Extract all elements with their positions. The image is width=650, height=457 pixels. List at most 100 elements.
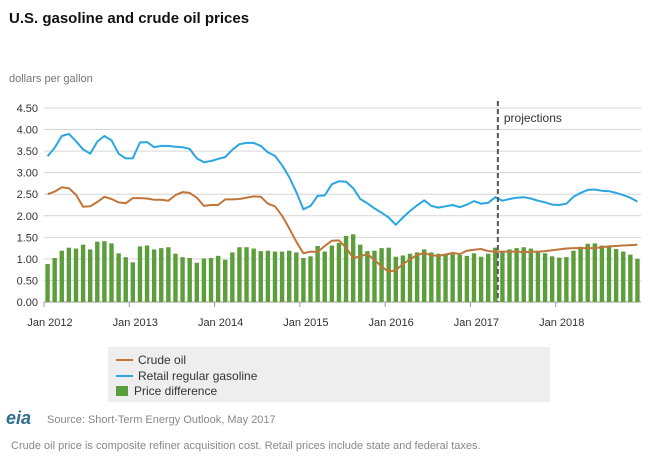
y-axis-units-label: dollars per gallon [9,73,93,85]
y-tick-label: 3.00 [17,168,38,180]
legend-item-difference: Price difference [116,384,217,398]
price-difference-bar [286,250,292,302]
price-difference-bar [358,244,363,302]
price-difference-bar [59,250,64,302]
price-difference-bar [457,255,462,302]
price-difference-bar [535,251,541,302]
price-difference-bar [450,254,455,302]
price-difference-bar [315,245,320,302]
price-difference-bar [187,258,192,302]
price-difference-bar [613,248,619,302]
price-difference-bar [343,236,349,302]
price-difference-bar [485,253,491,302]
price-difference-bar [87,249,93,302]
price-difference-bar [621,251,626,302]
price-difference-bar [95,241,100,302]
price-difference-bar [279,251,285,302]
y-tick-label: 1.50 [17,232,38,244]
y-tick-labels: 0.00 0.50 1.00 1.50 2.00 2.50 3.00 3.50 4.00 4.50 [17,103,38,309]
price-difference-bar [400,255,406,302]
price-difference-bar [500,251,505,302]
price-difference-bar [201,258,207,302]
y-tick-label: 0.50 [17,275,38,287]
price-difference-bar [73,248,79,302]
price-difference-bar [301,258,306,302]
price-difference-bar [528,248,534,302]
x-tick-label: Jan 2017 [454,317,499,329]
price-difference-bar [350,234,356,302]
legend-label-gasoline: Retail regular gasoline [138,369,258,383]
x-tick-label: Jan 2013 [113,317,158,329]
x-tick-label: Jan 2014 [198,317,243,329]
price-difference-bar [471,253,477,302]
price-difference-bar [564,257,569,302]
price-difference-bar [237,247,242,302]
price-difference-bars [45,234,640,302]
price-difference-bar [151,249,157,302]
price-difference-bar [66,247,72,302]
y-tick-label: 3.50 [17,146,38,158]
price-difference-bar [80,244,86,302]
legend-item-gasoline: Retail regular gasoline [116,369,257,383]
price-difference-bar [635,258,640,302]
price-difference-bar [322,251,327,302]
price-difference-bar [116,253,121,302]
gasoline-line [46,132,638,226]
price-difference-bar [478,256,484,302]
price-difference-bar [223,259,228,302]
x-tick-label: Jan 2018 [539,317,584,329]
y-tick-label: 0.00 [17,297,38,309]
legend-item-crude: Crude oil [116,353,186,367]
price-difference-bar [372,250,377,302]
legend-label-crude: Crude oil [138,353,187,367]
price-difference-bar [628,254,633,302]
price-difference-bar [272,251,278,302]
price-difference-bar [521,247,526,302]
chart-title: U.S. gasoline and crude oil prices [9,10,250,27]
x-tick-label: Jan 2012 [27,317,72,329]
price-difference-bar [407,253,413,302]
price-difference-bar [144,245,150,302]
price-difference-bar [429,252,434,302]
crude-oil-line [47,186,638,273]
x-tick-label: Jan 2015 [283,317,328,329]
price-difference-bar [258,251,263,302]
price-difference-bar [599,245,605,302]
y-tick-label: 4.00 [17,125,38,137]
price-difference-bar [585,243,590,302]
eia-logo: eia [6,408,32,428]
price-difference-bar [251,248,256,302]
price-difference-bar [45,264,50,302]
price-difference-bar [578,246,583,302]
y-tick-label: 2.00 [17,211,38,223]
price-difference-bar [592,243,598,302]
price-difference-bar [294,252,299,302]
legend: Crude oil Retail regular gasoline Price … [108,347,550,402]
price-difference-bar [422,249,427,302]
footnote: Crude oil price is composite refiner acq… [11,440,481,452]
price-difference-bar [571,250,576,302]
x-tick-labels: Jan 2012 Jan 2013 Jan 2014 Jan 2015 Jan 2016… [27,302,584,329]
price-difference-bar [230,252,235,302]
price-difference-bar [336,242,342,302]
price-difference-bar [215,255,221,302]
projections-label: projections [504,111,562,125]
price-difference-bar [414,252,420,302]
price-difference-bar [386,247,391,302]
price-chart: 0.00 0.50 1.00 1.50 2.00 2.50 3.00 3.50 4.00 4.50… [17,101,641,329]
price-difference-bar [329,245,335,302]
price-difference-bar [436,253,441,302]
price-difference-bar [130,262,136,302]
price-difference-bar [493,247,498,302]
price-difference-bar [159,248,164,302]
price-difference-bar [507,249,512,302]
price-difference-bar [379,248,384,302]
y-tick-label: 1.00 [17,254,38,266]
price-difference-bar [557,257,562,302]
price-difference-bar [514,248,519,302]
price-difference-bar [265,250,271,302]
price-difference-bar [180,257,185,302]
crude-swatch [116,358,133,361]
gasoline-swatch [116,374,133,377]
price-difference-bar [208,258,214,302]
